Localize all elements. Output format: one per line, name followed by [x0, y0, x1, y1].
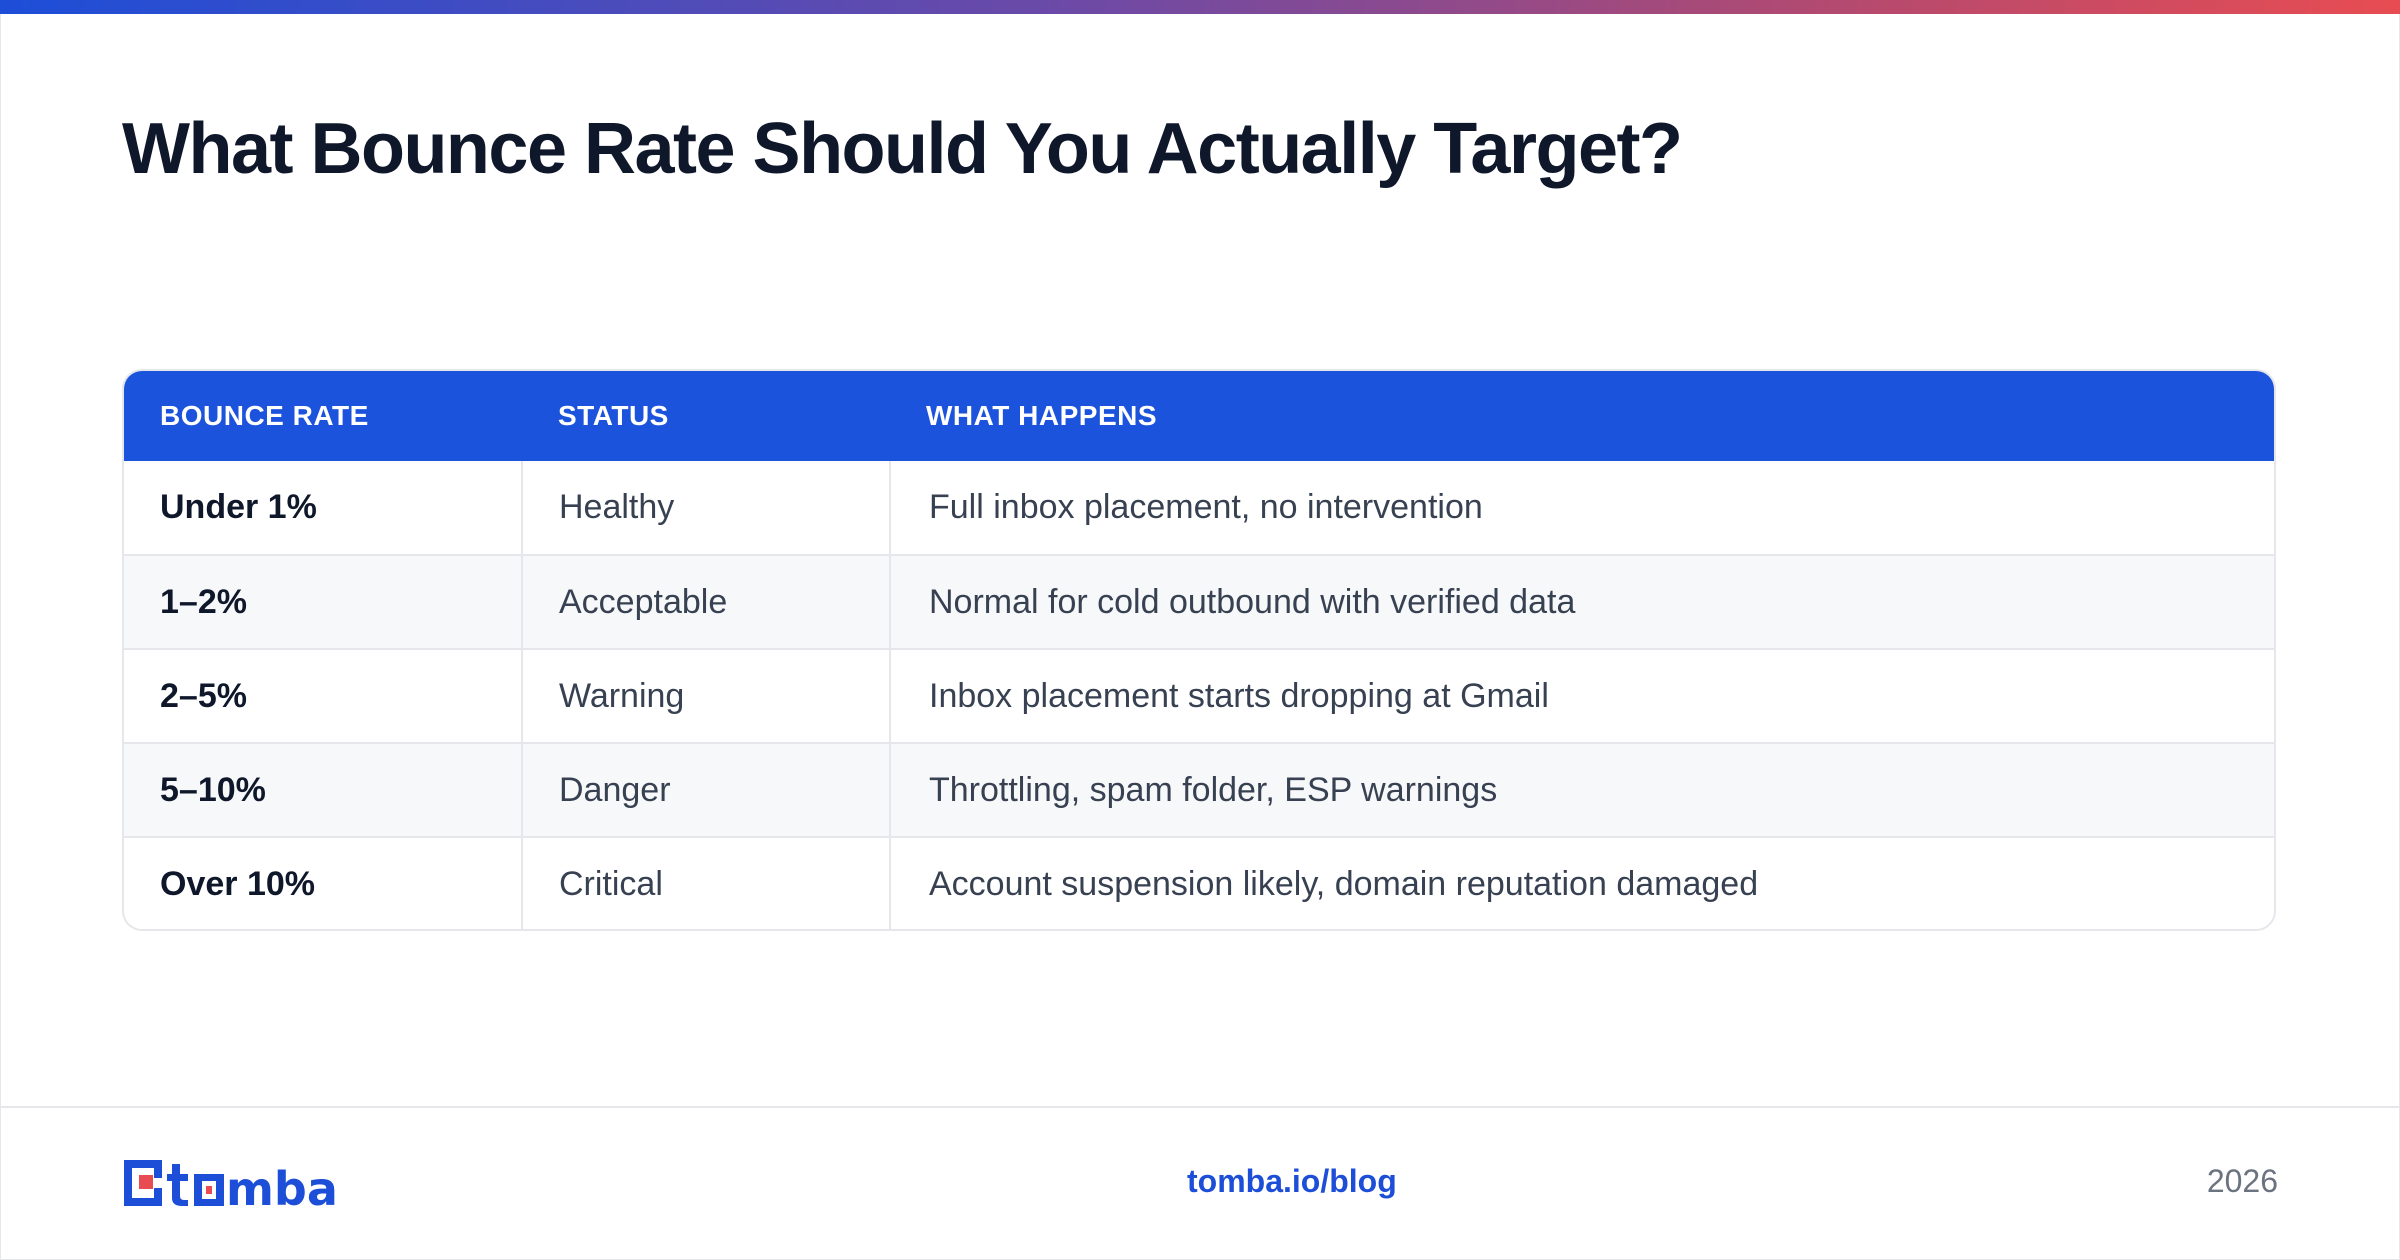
footer-year: 2026 [2206, 1163, 2278, 1199]
cell-status: Acceptable [521, 554, 890, 649]
header-bounce-rate: BOUNCE RATE [160, 400, 369, 431]
table-row: Under 1% Healthy Full inbox placement, n… [124, 461, 2274, 555]
table-row: 2–5% Warning Inbox placement starts drop… [124, 648, 2274, 743]
cell-bounce-rate: 1–2% [124, 554, 522, 649]
tomba-logo[interactable]: mba [122, 1158, 382, 1208]
cell-status: Critical [521, 836, 890, 929]
cell-status: Healthy [521, 461, 890, 555]
cell-bounce-rate: Under 1% [160, 488, 317, 526]
cell-what-happens: Throttling, spam folder, ESP warnings [889, 742, 2274, 837]
table-header-row: BOUNCE RATE STATUS WHAT HAPPENS [124, 371, 2274, 461]
accent-gradient-bar [0, 0, 2400, 14]
table-row: 1–2% Acceptable Normal for cold outbound… [124, 554, 2274, 649]
bounce-rate-table: BOUNCE RATE STATUS WHAT HAPPENS Under 1%… [122, 369, 2276, 931]
cell-bounce-rate: Over 10% [124, 836, 522, 929]
blog-link[interactable]: tomba.io/blog [1187, 1163, 1397, 1199]
cell-what-happens: Inbox placement starts dropping at Gmail [889, 648, 2274, 743]
cell-what-happens: Account suspension likely, domain reputa… [889, 836, 2274, 929]
cell-status: Warning [521, 648, 890, 743]
page-title: What Bounce Rate Should You Actually Tar… [122, 109, 1683, 189]
cell-bounce-rate: 2–5% [124, 648, 522, 743]
tomba-logo-mark: mba [124, 1160, 338, 1208]
header-status: STATUS [558, 400, 669, 431]
table-row: 5–10% Danger Throttling, spam folder, ES… [124, 742, 2274, 837]
footer-divider [0, 1106, 2400, 1108]
table-row: Over 10% Critical Account suspension lik… [124, 836, 2274, 929]
logo-text: mba [226, 1162, 338, 1208]
cell-status: Danger [521, 742, 890, 837]
cell-bounce-rate: 5–10% [124, 742, 522, 837]
cell-what-happens: Full inbox placement, no intervention [889, 461, 2274, 555]
header-what-happens: WHAT HAPPENS [926, 400, 1158, 431]
cell-what-happens: Normal for cold outbound with verified d… [889, 554, 2274, 649]
